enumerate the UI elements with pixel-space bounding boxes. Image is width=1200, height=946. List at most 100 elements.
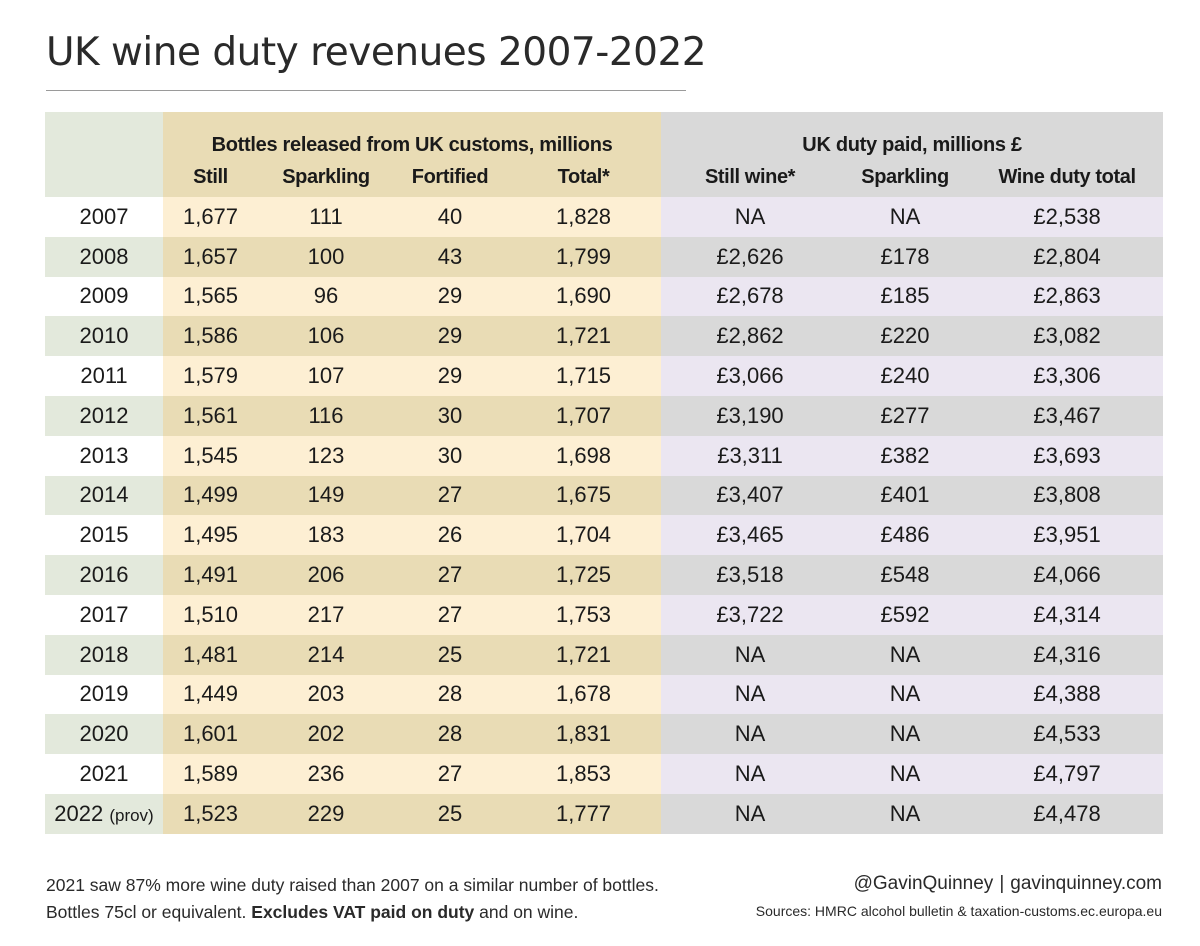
cell-total-bottles: 1,704 bbox=[506, 515, 662, 556]
cell-year: 2010 bbox=[45, 316, 163, 357]
cell-total-bottles: 1,725 bbox=[506, 555, 662, 595]
cell-sparkling-bottles: 111 bbox=[258, 197, 394, 237]
cell-still-wine-duty: NA bbox=[661, 674, 840, 715]
cell-total-bottles: 1,721 bbox=[506, 634, 662, 675]
cell-still-bottles: 1,449 bbox=[163, 674, 258, 715]
cell-wine-duty-total: £2,804 bbox=[971, 236, 1164, 277]
cell-total-bottles: 1,698 bbox=[506, 435, 662, 476]
cell-wine-duty-total: £2,538 bbox=[971, 197, 1164, 237]
table-row: 2013 1,545 123 30 1,698 £3,311 £382 £3,693 bbox=[45, 435, 1164, 476]
table-row: 2014 1,499 149 27 1,675 £3,407 £401 £3,808 bbox=[45, 475, 1164, 516]
group-header-row: Bottles released from UK customs, millio… bbox=[45, 112, 1164, 157]
cell-sparkling-duty: £220 bbox=[839, 316, 972, 357]
column-header-wine-duty-total: Wine duty total bbox=[971, 157, 1164, 197]
year-note: (prov) bbox=[109, 805, 154, 825]
cell-total-bottles: 1,678 bbox=[506, 674, 662, 715]
year-label: 2015 bbox=[79, 522, 129, 548]
cell-sparkling-duty: £592 bbox=[839, 594, 972, 635]
year-label: 2014 bbox=[79, 482, 129, 508]
cell-fortified-bottles: 30 bbox=[394, 395, 506, 436]
cell-still-wine-duty: £3,407 bbox=[661, 475, 840, 516]
year-label: 2019 bbox=[79, 681, 129, 707]
cell-fortified-bottles: 28 bbox=[394, 674, 506, 715]
cell-wine-duty-total: £4,314 bbox=[971, 594, 1164, 635]
cell-total-bottles: 1,828 bbox=[506, 197, 662, 237]
cell-wine-duty-total: £2,863 bbox=[971, 276, 1164, 317]
table-row: 2008 1,657 100 43 1,799 £2,626 £178 £2,804 bbox=[45, 236, 1164, 277]
column-header-row: Still Sparkling Fortified Total* Still w… bbox=[45, 157, 1164, 197]
cell-sparkling-bottles: 183 bbox=[258, 515, 394, 556]
year-label: 2020 bbox=[79, 721, 129, 747]
cell-year: 2007 bbox=[45, 197, 163, 237]
year-label: 2017 bbox=[79, 601, 129, 627]
cell-fortified-bottles: 40 bbox=[394, 197, 506, 237]
cell-still-wine-duty: £3,722 bbox=[661, 594, 840, 635]
cell-still-bottles: 1,545 bbox=[163, 435, 258, 476]
column-header-still: Still bbox=[163, 157, 258, 197]
cell-year: 2016 bbox=[45, 555, 163, 595]
footnote-line-1: 2021 saw 87% more wine duty raised than … bbox=[46, 875, 659, 895]
cell-sparkling-duty: NA bbox=[839, 714, 972, 755]
page-title: UK wine duty revenues 2007-2022 bbox=[46, 30, 707, 75]
cell-year: 2019 bbox=[45, 674, 163, 715]
cell-total-bottles: 1,777 bbox=[506, 793, 662, 834]
cell-sparkling-duty: £401 bbox=[839, 475, 972, 516]
cell-still-wine-duty: £3,518 bbox=[661, 555, 840, 595]
author-handle: @GavinQuinney bbox=[853, 873, 994, 894]
cell-wine-duty-total: £4,388 bbox=[971, 674, 1164, 715]
cell-sparkling-duty: £277 bbox=[839, 395, 972, 436]
cell-fortified-bottles: 27 bbox=[394, 475, 506, 516]
cell-still-wine-duty: £2,678 bbox=[661, 276, 840, 317]
sources-note: Sources: HMRC alcohol bulletin & taxatio… bbox=[755, 903, 1162, 919]
footnote-line-2: Bottles 75cl or equivalent. Excludes VAT… bbox=[46, 899, 659, 926]
year-label: 2009 bbox=[79, 283, 129, 309]
wine-duty-table: Bottles released from UK customs, millio… bbox=[45, 112, 1164, 834]
bottles-group-header: Bottles released from UK customs, millio… bbox=[163, 112, 662, 157]
cell-sparkling-duty: NA bbox=[839, 674, 972, 715]
cell-sparkling-bottles: 229 bbox=[258, 793, 394, 834]
cell-total-bottles: 1,690 bbox=[506, 276, 662, 317]
cell-still-bottles: 1,657 bbox=[163, 236, 258, 277]
cell-fortified-bottles: 27 bbox=[394, 555, 506, 595]
cell-still-wine-duty: £3,465 bbox=[661, 515, 840, 556]
cell-year: 2021 bbox=[45, 754, 163, 794]
cell-wine-duty-total: £4,797 bbox=[971, 754, 1164, 794]
cell-still-wine-duty: £3,066 bbox=[661, 356, 840, 396]
cell-fortified-bottles: 28 bbox=[394, 714, 506, 755]
cell-still-bottles: 1,565 bbox=[163, 276, 258, 317]
cell-still-wine-duty: NA bbox=[661, 793, 840, 834]
cell-fortified-bottles: 43 bbox=[394, 236, 506, 277]
cell-year: 2020 bbox=[45, 714, 163, 755]
cell-total-bottles: 1,721 bbox=[506, 316, 662, 357]
cell-sparkling-duty: £240 bbox=[839, 356, 972, 396]
cell-still-bottles: 1,579 bbox=[163, 356, 258, 396]
cell-total-bottles: 1,715 bbox=[506, 356, 662, 396]
year-label: 2010 bbox=[79, 323, 129, 349]
cell-sparkling-bottles: 203 bbox=[258, 674, 394, 715]
table-body: 2007 1,677 111 40 1,828 NA NA £2,538 2008 1,657 10… bbox=[45, 197, 1164, 834]
cell-sparkling-duty: NA bbox=[839, 634, 972, 675]
table-row: 2020 1,601 202 28 1,831 NA NA £4,533 bbox=[45, 714, 1164, 755]
credit-line: @GavinQuinney | gavinquinney.com bbox=[756, 871, 1162, 897]
cell-still-bottles: 1,601 bbox=[163, 714, 258, 755]
cell-still-bottles: 1,510 bbox=[163, 594, 258, 635]
cell-fortified-bottles: 26 bbox=[394, 515, 506, 556]
table-row: 2018 1,481 214 25 1,721 NA NA £4,316 bbox=[45, 634, 1164, 675]
cell-wine-duty-total: £3,467 bbox=[971, 395, 1164, 436]
cell-sparkling-bottles: 100 bbox=[258, 236, 394, 277]
cell-still-bottles: 1,523 bbox=[163, 793, 258, 834]
cell-total-bottles: 1,853 bbox=[506, 754, 662, 794]
footnote-line-2-end: and on wine. bbox=[474, 902, 579, 922]
cell-fortified-bottles: 29 bbox=[394, 356, 506, 396]
author-website: gavinquinney.com bbox=[1010, 873, 1162, 894]
cell-year: 2015 bbox=[45, 515, 163, 556]
cell-year: 2017 bbox=[45, 594, 163, 635]
table-row: 2011 1,579 107 29 1,715 £3,066 £240 £3,306 bbox=[45, 356, 1164, 396]
header-year-corner bbox=[45, 157, 163, 197]
cell-still-bottles: 1,481 bbox=[163, 634, 258, 675]
year-label: 2022 bbox=[54, 800, 104, 826]
cell-sparkling-bottles: 96 bbox=[258, 276, 394, 317]
cell-still-wine-duty: NA bbox=[661, 714, 840, 755]
cell-year: 2009 bbox=[45, 276, 163, 317]
table-row: 2012 1,561 116 30 1,707 £3,190 £277 £3,467 bbox=[45, 395, 1164, 436]
